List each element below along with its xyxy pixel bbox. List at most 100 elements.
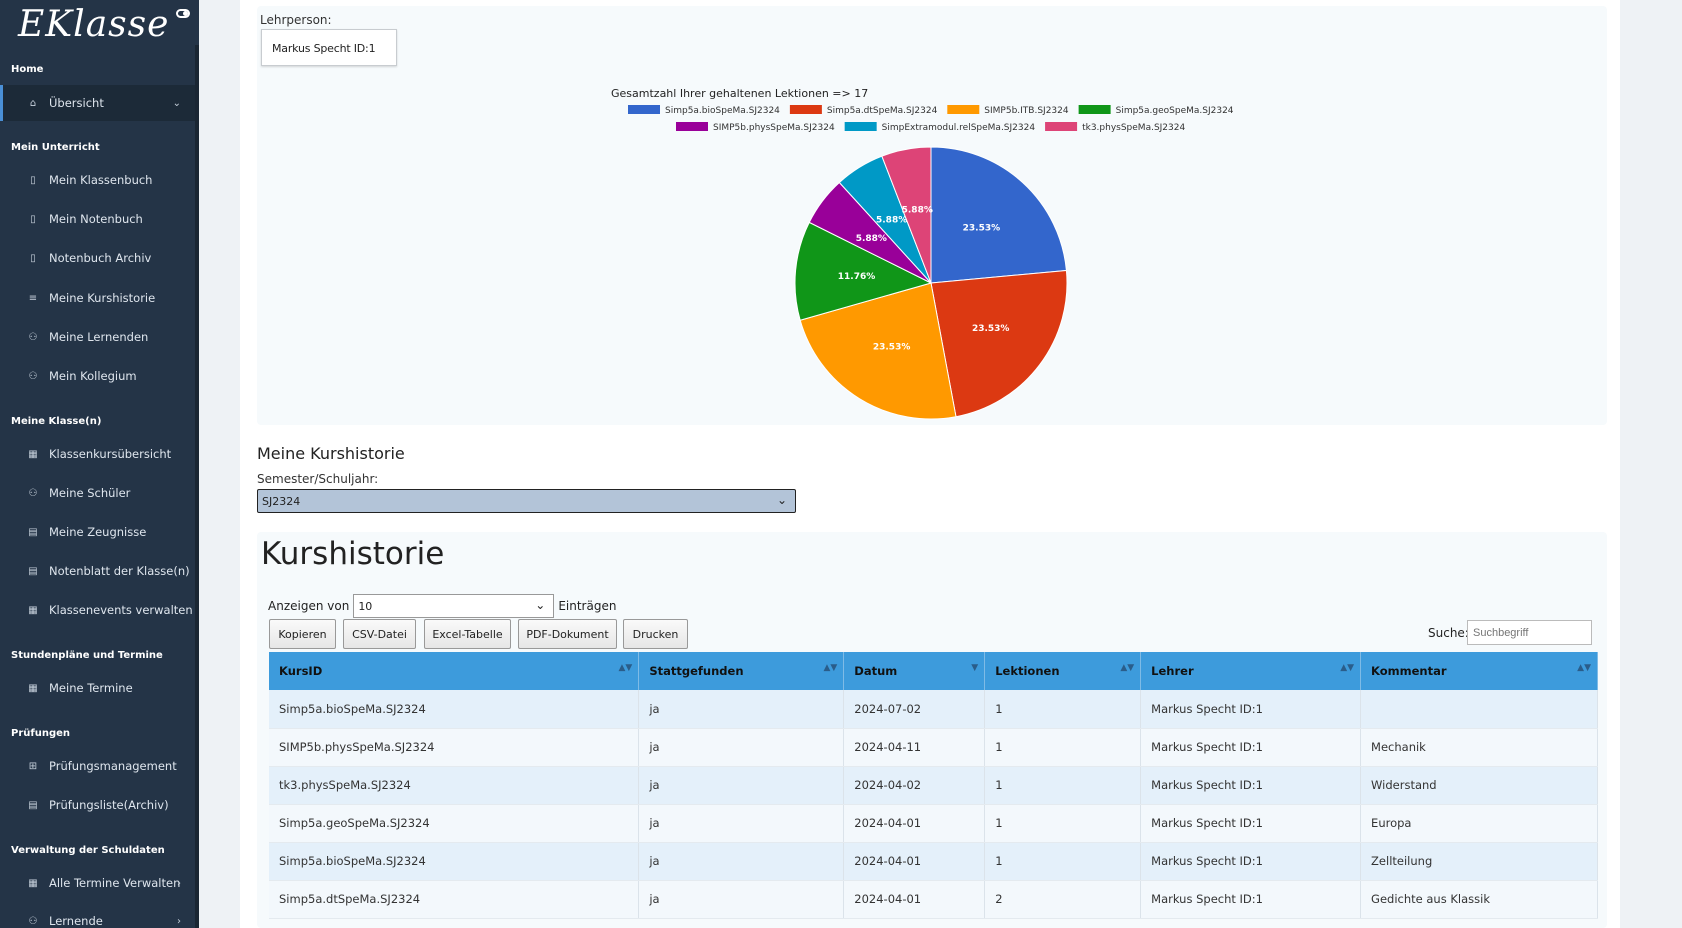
- entries-control: Anzeigen von 10 ⌄ Einträgen: [268, 594, 616, 618]
- sidebar-item-label: Klassenevents verwalten: [49, 603, 193, 617]
- column-header-lehrer[interactable]: Lehrer ▲▼: [1140, 652, 1362, 690]
- sidebar-item-label: Klassenkursübersicht: [49, 447, 172, 461]
- sort-icon: ▲▼: [618, 663, 633, 673]
- column-header-kommentar[interactable]: Kommentar ▲▼: [1360, 652, 1598, 690]
- sidebar-item-klassenkursuebersicht[interactable]: ▦ Klassenkursübersicht: [0, 436, 195, 472]
- sidebar: EKlasse Home ⌂ Übersicht ⌄ Mein Unterric…: [0, 0, 199, 928]
- sidebar-item-label: Alle Termine Verwalten: [49, 876, 181, 890]
- sidebar-item-zeugnisse[interactable]: ▤ Meine Zeugnisse: [0, 514, 195, 550]
- cell-datum: 2024-04-01: [843, 842, 986, 881]
- sidebar-item-kurshistorie[interactable]: ≡ Meine Kurshistorie: [0, 280, 195, 316]
- cell-kommentar: Zellteilung: [1360, 842, 1598, 881]
- section-pruefungen: Prüfungen: [11, 728, 71, 739]
- entries-value: 10: [358, 600, 373, 613]
- sidebar-scrollbar[interactable]: [195, 45, 199, 928]
- chart-title: Gesamtzahl Ihrer gehaltenen Lektionen =>…: [611, 87, 868, 100]
- sidebar-item-klassenbuch[interactable]: ▯ Mein Klassenbuch: [0, 162, 195, 198]
- column-header-lektionen[interactable]: Lektionen ▲▼: [984, 652, 1142, 690]
- cell-datum: 2024-04-01: [843, 880, 986, 919]
- course-history-table: KursID ▲▼ Stattgefunden ▲▼ Datum ▼ Lektione…: [269, 652, 1598, 919]
- print-button[interactable]: Drucken: [623, 619, 688, 649]
- sidebar-item-lernende-verwaltung[interactable]: ⚇ Lernende ›: [0, 903, 195, 928]
- chevron-right-icon: ›: [177, 877, 181, 889]
- legend-swatch: [676, 122, 708, 131]
- column-header-kursid[interactable]: KursID ▲▼: [269, 652, 640, 690]
- book-icon: ▯: [30, 213, 36, 225]
- sort-desc-icon: ▼: [971, 663, 979, 673]
- calendar-icon: ▦: [28, 877, 38, 889]
- legend-label: Simp5a.dtSpeMa.SJ2324: [827, 106, 938, 116]
- column-header-datum[interactable]: Datum ▼: [843, 652, 986, 690]
- sidebar-item-label: Lernende: [49, 914, 103, 928]
- teacher-label: Lehrperson:: [260, 13, 332, 27]
- pie-slice[interactable]: [794, 221, 933, 321]
- pdf-button[interactable]: PDF-Dokument: [518, 619, 617, 649]
- cell-stattgefunden: ja: [638, 690, 845, 729]
- legend-swatch: [1045, 122, 1078, 131]
- cell-kursid: SIMP5b.physSpeMa.SJ2324: [269, 728, 640, 767]
- sidebar-item-uebersicht[interactable]: ⌂ Übersicht ⌄: [0, 85, 195, 121]
- excel-button[interactable]: Excel-Tabelle: [424, 619, 511, 649]
- legend-entry: SIMP5b.ITB.SJ2324: [947, 105, 1069, 116]
- cell-lehrer: Markus Specht ID:1: [1140, 804, 1362, 843]
- semester-value: SJ2324: [262, 495, 301, 508]
- sidebar-item-pruefungsmanagement[interactable]: ⊞ Prüfungsmanagement: [0, 748, 195, 784]
- entries-suffix: Einträgen: [558, 599, 617, 613]
- sidebar-item-termine[interactable]: ▦ Meine Termine: [0, 670, 195, 706]
- sidebar-item-notenbuch[interactable]: ▯ Mein Notenbuch: [0, 201, 195, 237]
- copy-button[interactable]: Kopieren: [269, 619, 336, 649]
- pie-slice-label: 5.88%: [902, 205, 933, 215]
- pie-slice-label: 23.53%: [873, 343, 911, 353]
- pie-chart: Gesamtzahl Ihrer gehaltenen Lektionen =>…: [611, 87, 1234, 420]
- sidebar-item-notenbuch-archiv[interactable]: ▯ Notenbuch Archiv: [0, 240, 195, 276]
- table-row: Simp5a.geoSpeMa.SJ2324 ja 2024-04-01 1 M…: [269, 804, 1598, 843]
- sidebar-item-kollegium[interactable]: ⚇ Mein Kollegium: [0, 358, 195, 394]
- book-icon: ▯: [30, 174, 36, 186]
- legend-label: SIMP5b.physSpeMa.SJ2324: [713, 123, 835, 133]
- sidebar-item-notenblatt[interactable]: ▤ Notenblatt der Klasse(n): [0, 553, 195, 589]
- users-icon: ⚇: [28, 487, 38, 499]
- pie-slice[interactable]: [799, 282, 957, 420]
- cell-kommentar: [1360, 690, 1598, 729]
- legend-swatch: [789, 105, 822, 114]
- semester-label: Semester/Schuljahr:: [257, 472, 379, 486]
- toggle-icon[interactable]: [176, 9, 190, 18]
- cell-lehrer: Markus Specht ID:1: [1140, 766, 1362, 805]
- csv-button[interactable]: CSV-Datei: [343, 619, 416, 649]
- entries-select[interactable]: 10 ⌄: [353, 594, 555, 618]
- cell-kursid: Simp5a.bioSpeMa.SJ2324: [269, 690, 640, 729]
- pie-slice[interactable]: [930, 269, 1068, 418]
- sidebar-item-lernende[interactable]: ⚇ Meine Lernenden: [0, 319, 195, 355]
- legend-entry: SimpExtramodul.relSpeMa.SJ2324: [844, 122, 1036, 133]
- pie-slice-label: 5.88%: [876, 215, 907, 225]
- pie-slice[interactable]: [930, 146, 1067, 284]
- semester-select[interactable]: SJ2324 ⌄: [257, 489, 796, 513]
- document-icon: ▤: [28, 526, 38, 538]
- cell-lehrer: Markus Specht ID:1: [1140, 880, 1362, 919]
- sidebar-item-label: Meine Kurshistorie: [49, 291, 156, 305]
- cell-lehrer: Markus Specht ID:1: [1140, 842, 1362, 881]
- sidebar-item-alle-termine[interactable]: ▦ Alle Termine Verwalten ›: [0, 865, 195, 901]
- sidebar-item-schueler[interactable]: ⚇ Meine Schüler: [0, 475, 195, 511]
- legend-entry: Simp5a.geoSpeMa.SJ2324: [1078, 105, 1234, 116]
- legend-swatch: [844, 122, 877, 131]
- sort-icon: ▲▼: [1577, 663, 1591, 673]
- column-header-stattgefunden[interactable]: Stattgefunden ▲▼: [638, 652, 845, 690]
- sidebar-item-label: Mein Notenbuch: [49, 212, 143, 226]
- pie-slice[interactable]: [881, 146, 932, 284]
- history-title: Meine Kurshistorie: [257, 444, 405, 463]
- legend-label: SimpExtramodul.relSpeMa.SJ2324: [882, 123, 1036, 133]
- sidebar-item-label: Notenbuch Archiv: [49, 251, 152, 265]
- calendar-icon: ▦: [28, 448, 38, 460]
- teacher-value: Markus Specht ID:1: [261, 29, 397, 66]
- sidebar-item-label: Meine Termine: [49, 681, 133, 695]
- section-stundenplaene: Stundenpläne und Termine: [11, 650, 163, 661]
- sort-icon: ▲▼: [823, 663, 838, 673]
- sidebar-item-pruefungsliste[interactable]: ▤ Prüfungsliste(Archiv): [0, 787, 195, 823]
- cell-kursid: Simp5a.geoSpeMa.SJ2324: [269, 804, 640, 843]
- app-logo: EKlasse: [18, 4, 170, 45]
- chevron-right-icon: ›: [177, 915, 181, 927]
- sidebar-item-label: Prüfungsmanagement: [49, 759, 177, 773]
- sidebar-item-klassenevents[interactable]: ▦ Klassenevents verwalten: [0, 592, 195, 628]
- search-input[interactable]: [1467, 620, 1592, 645]
